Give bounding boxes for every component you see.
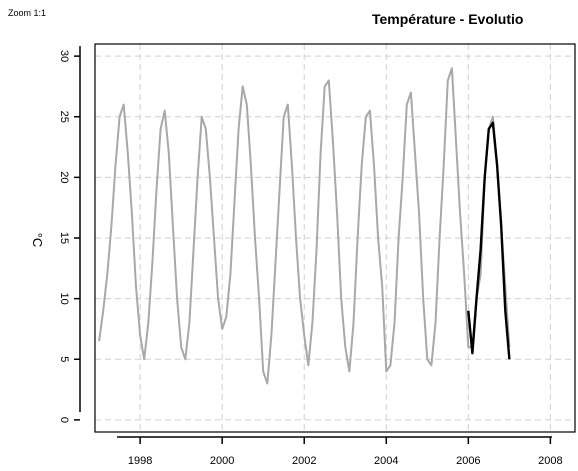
x-tick-label-0: 1998 xyxy=(128,455,152,467)
y-tick-label-5: 25 xyxy=(58,111,70,123)
x-tick-label-1: 2000 xyxy=(210,455,234,467)
series-line-1 xyxy=(467,121,511,360)
y-tick-label-4: 20 xyxy=(58,171,70,183)
y-tick-label-2: 10 xyxy=(58,293,70,305)
y-axis-label: °C xyxy=(30,233,45,248)
chart-title: Température - Evolutio xyxy=(372,11,523,27)
y-tick-label-3: 15 xyxy=(58,232,70,244)
y-tick-label-0: 0 xyxy=(58,417,70,423)
grid xyxy=(95,44,575,432)
y-tick-label-1: 5 xyxy=(58,356,70,362)
x-tick-label-2: 2002 xyxy=(292,455,316,467)
x-ticks: 1998 2000 2002 2004 2006 2008 xyxy=(128,437,563,467)
x-tick-label-4: 2006 xyxy=(456,455,480,467)
x-tick-label-5: 2008 xyxy=(538,455,562,467)
x-tick-label-3: 2004 xyxy=(374,455,398,467)
plot-frame xyxy=(94,43,576,433)
y-tick-label-6: 30 xyxy=(58,50,70,62)
zoom-label: Zoom 1:1 xyxy=(8,8,46,18)
series-line-0 xyxy=(98,67,511,385)
series-group xyxy=(98,67,511,385)
y-ticks: 0 5 10 15 20 25 30 xyxy=(58,50,80,423)
